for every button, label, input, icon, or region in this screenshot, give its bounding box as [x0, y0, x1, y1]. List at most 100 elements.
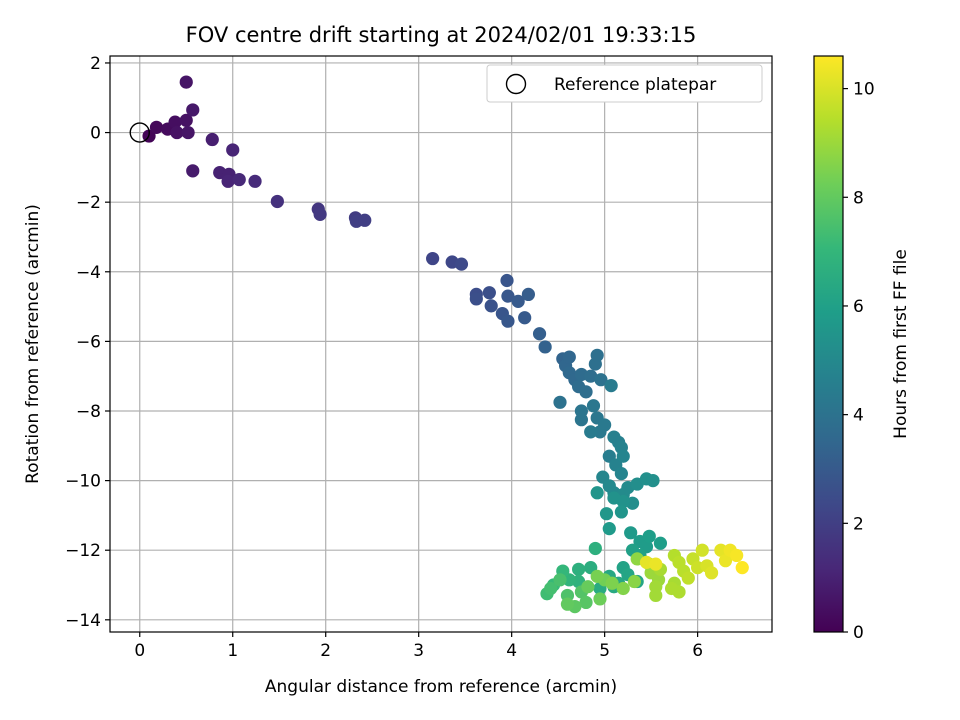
- data-point: [649, 557, 663, 571]
- colorbar-tick-label: 6: [853, 297, 864, 317]
- data-point: [681, 571, 695, 585]
- colorbar-tick-label: 2: [853, 514, 864, 534]
- data-point: [553, 395, 567, 409]
- data-point: [313, 207, 327, 221]
- data-point: [186, 164, 200, 178]
- data-point: [614, 505, 628, 519]
- y-tick-label: −12: [65, 541, 101, 561]
- y-tick-label: −8: [76, 402, 101, 422]
- y-tick-label: −2: [76, 193, 101, 213]
- x-tick-label: 4: [506, 641, 517, 661]
- data-point: [553, 573, 567, 587]
- legend-entry-reference-platepar: Reference platepar: [554, 75, 716, 95]
- y-tick-label: −14: [65, 611, 101, 631]
- colorbar-tick-label: 0: [853, 623, 864, 643]
- colorbar-gradient: [813, 55, 844, 633]
- data-point: [627, 574, 641, 589]
- x-tick-label: 6: [692, 641, 703, 661]
- colorbar-ticks: 0 2 4 6 8 10: [843, 80, 875, 643]
- data-point: [718, 554, 733, 568]
- data-point: [232, 172, 246, 187]
- data-point: [358, 213, 372, 227]
- data-point: [646, 474, 660, 488]
- data-point: [590, 486, 604, 500]
- data-point: [572, 562, 586, 576]
- data-point: [484, 299, 498, 313]
- data-point: [594, 373, 608, 387]
- data-point: [454, 257, 469, 271]
- data-point: [704, 566, 719, 580]
- data-point: [426, 251, 440, 266]
- grid: [110, 56, 772, 632]
- data-point: [616, 449, 630, 463]
- data-point: [532, 327, 547, 341]
- data-point: [482, 286, 496, 300]
- data-point: [205, 132, 219, 147]
- x-tick-label: 3: [413, 641, 424, 661]
- data-point: [616, 494, 630, 509]
- reference-platepar-marker: [129, 122, 150, 143]
- x-axis: 0 1 2 3 4 5 6: [134, 632, 703, 661]
- data-point: [518, 311, 532, 325]
- colorbar-tick-label: 10: [853, 80, 875, 100]
- colorbar-tick-label: 4: [853, 406, 864, 426]
- data-point: [649, 588, 663, 603]
- y-axis-label: Rotation from reference (arcmin): [23, 204, 43, 484]
- data-point: [735, 561, 749, 575]
- data-point: [590, 569, 604, 583]
- y-tick-label: 2: [90, 54, 101, 74]
- data-point: [616, 581, 630, 596]
- x-tick-label: 1: [227, 641, 238, 661]
- y-tick-label: −6: [76, 332, 101, 352]
- data-point: [653, 536, 668, 550]
- data-point: [562, 350, 576, 364]
- data-point: [642, 529, 656, 543]
- data-point: [588, 541, 602, 556]
- data-point: [593, 592, 607, 606]
- legend: Reference platepar: [486, 64, 763, 103]
- data-point: [179, 113, 193, 127]
- colorbar-label: Hours from first FF file: [891, 249, 911, 439]
- data-point: [544, 581, 558, 596]
- data-point: [695, 543, 709, 557]
- data-point: [586, 399, 601, 413]
- y-axis: 2 0 −2 −4 −6 −8 −10 −12 −14: [65, 54, 110, 631]
- data-point: [604, 378, 618, 393]
- y-tick-label: −4: [76, 263, 101, 283]
- x-axis-label: Angular distance from reference (arcmin): [265, 677, 617, 697]
- data-point: [501, 314, 515, 328]
- data-point: [170, 125, 184, 140]
- data-point: [581, 580, 595, 594]
- data-point: [590, 348, 604, 362]
- data-point: [538, 340, 552, 354]
- data-point: [614, 467, 628, 481]
- plot-area: 0 1 2 3 4 5 6 2 0 −2 −4 −6 −8 −10 −12 −14: [65, 54, 773, 661]
- data-point: [521, 287, 535, 302]
- data-point: [149, 120, 164, 134]
- y-tick-label: −10: [65, 472, 101, 492]
- x-tick-label: 2: [320, 641, 331, 661]
- data-point: [584, 369, 598, 383]
- data-point: [501, 289, 515, 303]
- scatter-points: [129, 75, 749, 614]
- legend-reference-marker: [505, 73, 527, 95]
- data-point: [221, 174, 235, 188]
- data-point: [574, 413, 588, 427]
- y-tick-label: 0: [90, 124, 101, 144]
- x-tick-label: 0: [134, 641, 145, 661]
- data-point: [584, 425, 598, 439]
- plot-background: [110, 56, 772, 632]
- colorbar-tick-label: 8: [853, 188, 864, 208]
- data-point: [270, 194, 284, 209]
- chart-title: FOV centre drift starting at 2024/02/01 …: [186, 23, 697, 47]
- data-point: [624, 526, 638, 540]
- data-point: [226, 143, 240, 157]
- data-point: [598, 418, 612, 432]
- data-point: [602, 522, 616, 536]
- data-point: [579, 385, 593, 399]
- data-point: [579, 595, 593, 610]
- data-point: [714, 543, 728, 557]
- plot-frame: [109, 55, 773, 633]
- x-tick-label: 5: [599, 641, 610, 661]
